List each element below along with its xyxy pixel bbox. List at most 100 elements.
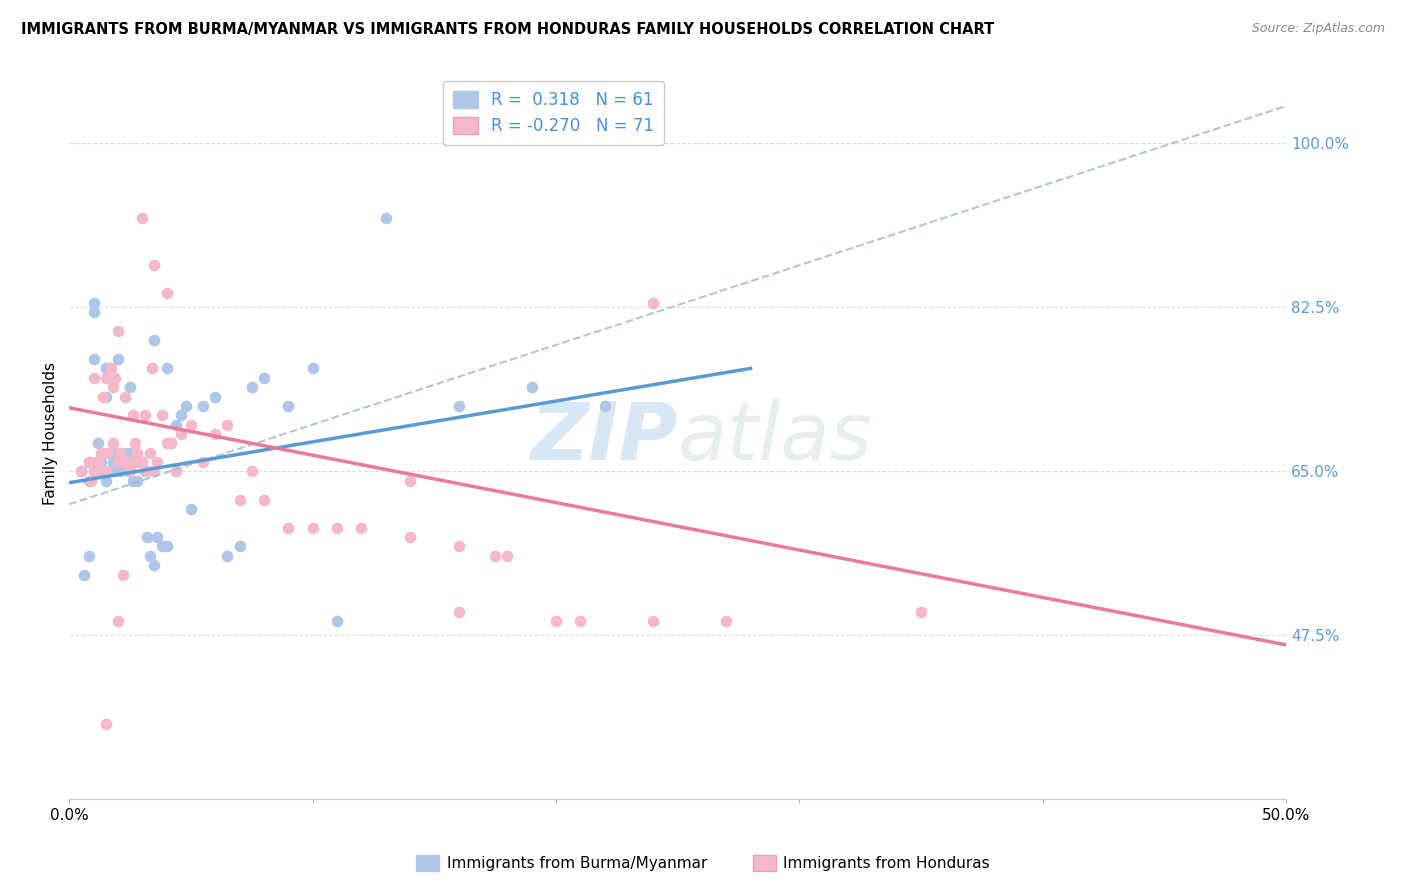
Point	[447, 605, 470, 619]
Point	[120, 465, 142, 479]
Point	[94, 717, 117, 731]
Point	[447, 540, 470, 554]
Point	[83, 370, 105, 384]
Point	[143, 258, 166, 272]
Point	[111, 567, 134, 582]
Point	[136, 465, 159, 479]
Point	[170, 427, 193, 442]
Point	[277, 399, 299, 413]
Point	[131, 211, 153, 226]
Point	[120, 446, 142, 460]
Point	[240, 380, 263, 394]
Point	[155, 286, 177, 301]
Point	[101, 436, 124, 450]
Point	[77, 455, 100, 469]
Point	[114, 446, 136, 460]
Legend: R =  0.318   N = 61, R = -0.270   N = 71: R = 0.318 N = 61, R = -0.270 N = 71	[443, 80, 664, 145]
Point	[124, 436, 146, 450]
Point	[155, 361, 177, 376]
Point	[643, 295, 665, 310]
Point	[350, 521, 373, 535]
Point	[160, 436, 183, 450]
Point	[70, 465, 93, 479]
Point	[70, 465, 93, 479]
Point	[83, 351, 105, 366]
Point	[83, 295, 105, 310]
Point	[143, 558, 166, 573]
Point	[77, 474, 100, 488]
Point	[204, 427, 226, 442]
Point	[326, 521, 349, 535]
Point	[191, 455, 214, 469]
Point	[191, 399, 214, 413]
Point	[134, 465, 156, 479]
Point	[111, 455, 134, 469]
Point	[326, 615, 349, 629]
Point	[204, 390, 226, 404]
Point	[73, 567, 96, 582]
Point	[180, 502, 202, 516]
Point	[217, 549, 239, 563]
Point	[138, 446, 160, 460]
Point	[121, 409, 143, 423]
Point	[128, 455, 150, 469]
Point	[253, 370, 276, 384]
Text: ZIP: ZIP	[530, 399, 678, 476]
Point	[170, 409, 193, 423]
Point	[593, 399, 616, 413]
Point	[150, 409, 173, 423]
Point	[94, 474, 117, 488]
Point	[643, 615, 665, 629]
Point	[146, 455, 169, 469]
Point	[97, 446, 120, 460]
Text: IMMIGRANTS FROM BURMA/MYANMAR VS IMMIGRANTS FROM HONDURAS FAMILY HOUSEHOLDS CORR: IMMIGRANTS FROM BURMA/MYANMAR VS IMMIGRA…	[21, 22, 994, 37]
Point	[127, 474, 149, 488]
Point	[107, 351, 129, 366]
Point	[100, 361, 122, 376]
Point	[496, 549, 519, 563]
Point	[107, 615, 129, 629]
Point	[143, 465, 166, 479]
Point	[120, 455, 142, 469]
Point	[138, 549, 160, 563]
Point	[228, 492, 250, 507]
Point	[94, 361, 117, 376]
Point	[374, 211, 396, 226]
Point	[180, 417, 202, 432]
Point	[399, 530, 422, 544]
Point	[160, 436, 183, 450]
Point	[90, 455, 112, 469]
Point	[117, 465, 139, 479]
Point	[77, 455, 100, 469]
Point	[134, 409, 156, 423]
Point	[90, 446, 112, 460]
Point	[91, 390, 114, 404]
Text: Source: ZipAtlas.com: Source: ZipAtlas.com	[1251, 22, 1385, 36]
Text: atlas: atlas	[678, 399, 872, 476]
Point	[104, 446, 127, 460]
Point	[155, 436, 177, 450]
Point	[83, 465, 105, 479]
Legend: Immigrants from Burma/Myanmar, Immigrants from Honduras: Immigrants from Burma/Myanmar, Immigrant…	[411, 849, 995, 877]
Point	[87, 436, 110, 450]
Point	[146, 530, 169, 544]
Point	[131, 455, 153, 469]
Point	[121, 474, 143, 488]
Point	[228, 540, 250, 554]
Point	[80, 474, 103, 488]
Point	[301, 521, 323, 535]
Point	[277, 521, 299, 535]
Point	[155, 540, 177, 554]
Point	[569, 615, 592, 629]
Point	[117, 455, 139, 469]
Point	[91, 446, 114, 460]
Point	[136, 530, 159, 544]
Point	[131, 455, 153, 469]
Point	[716, 615, 738, 629]
Point	[484, 549, 506, 563]
Point	[301, 361, 323, 376]
Point	[120, 380, 142, 394]
Point	[101, 465, 124, 479]
Point	[910, 605, 932, 619]
Point	[165, 417, 187, 432]
